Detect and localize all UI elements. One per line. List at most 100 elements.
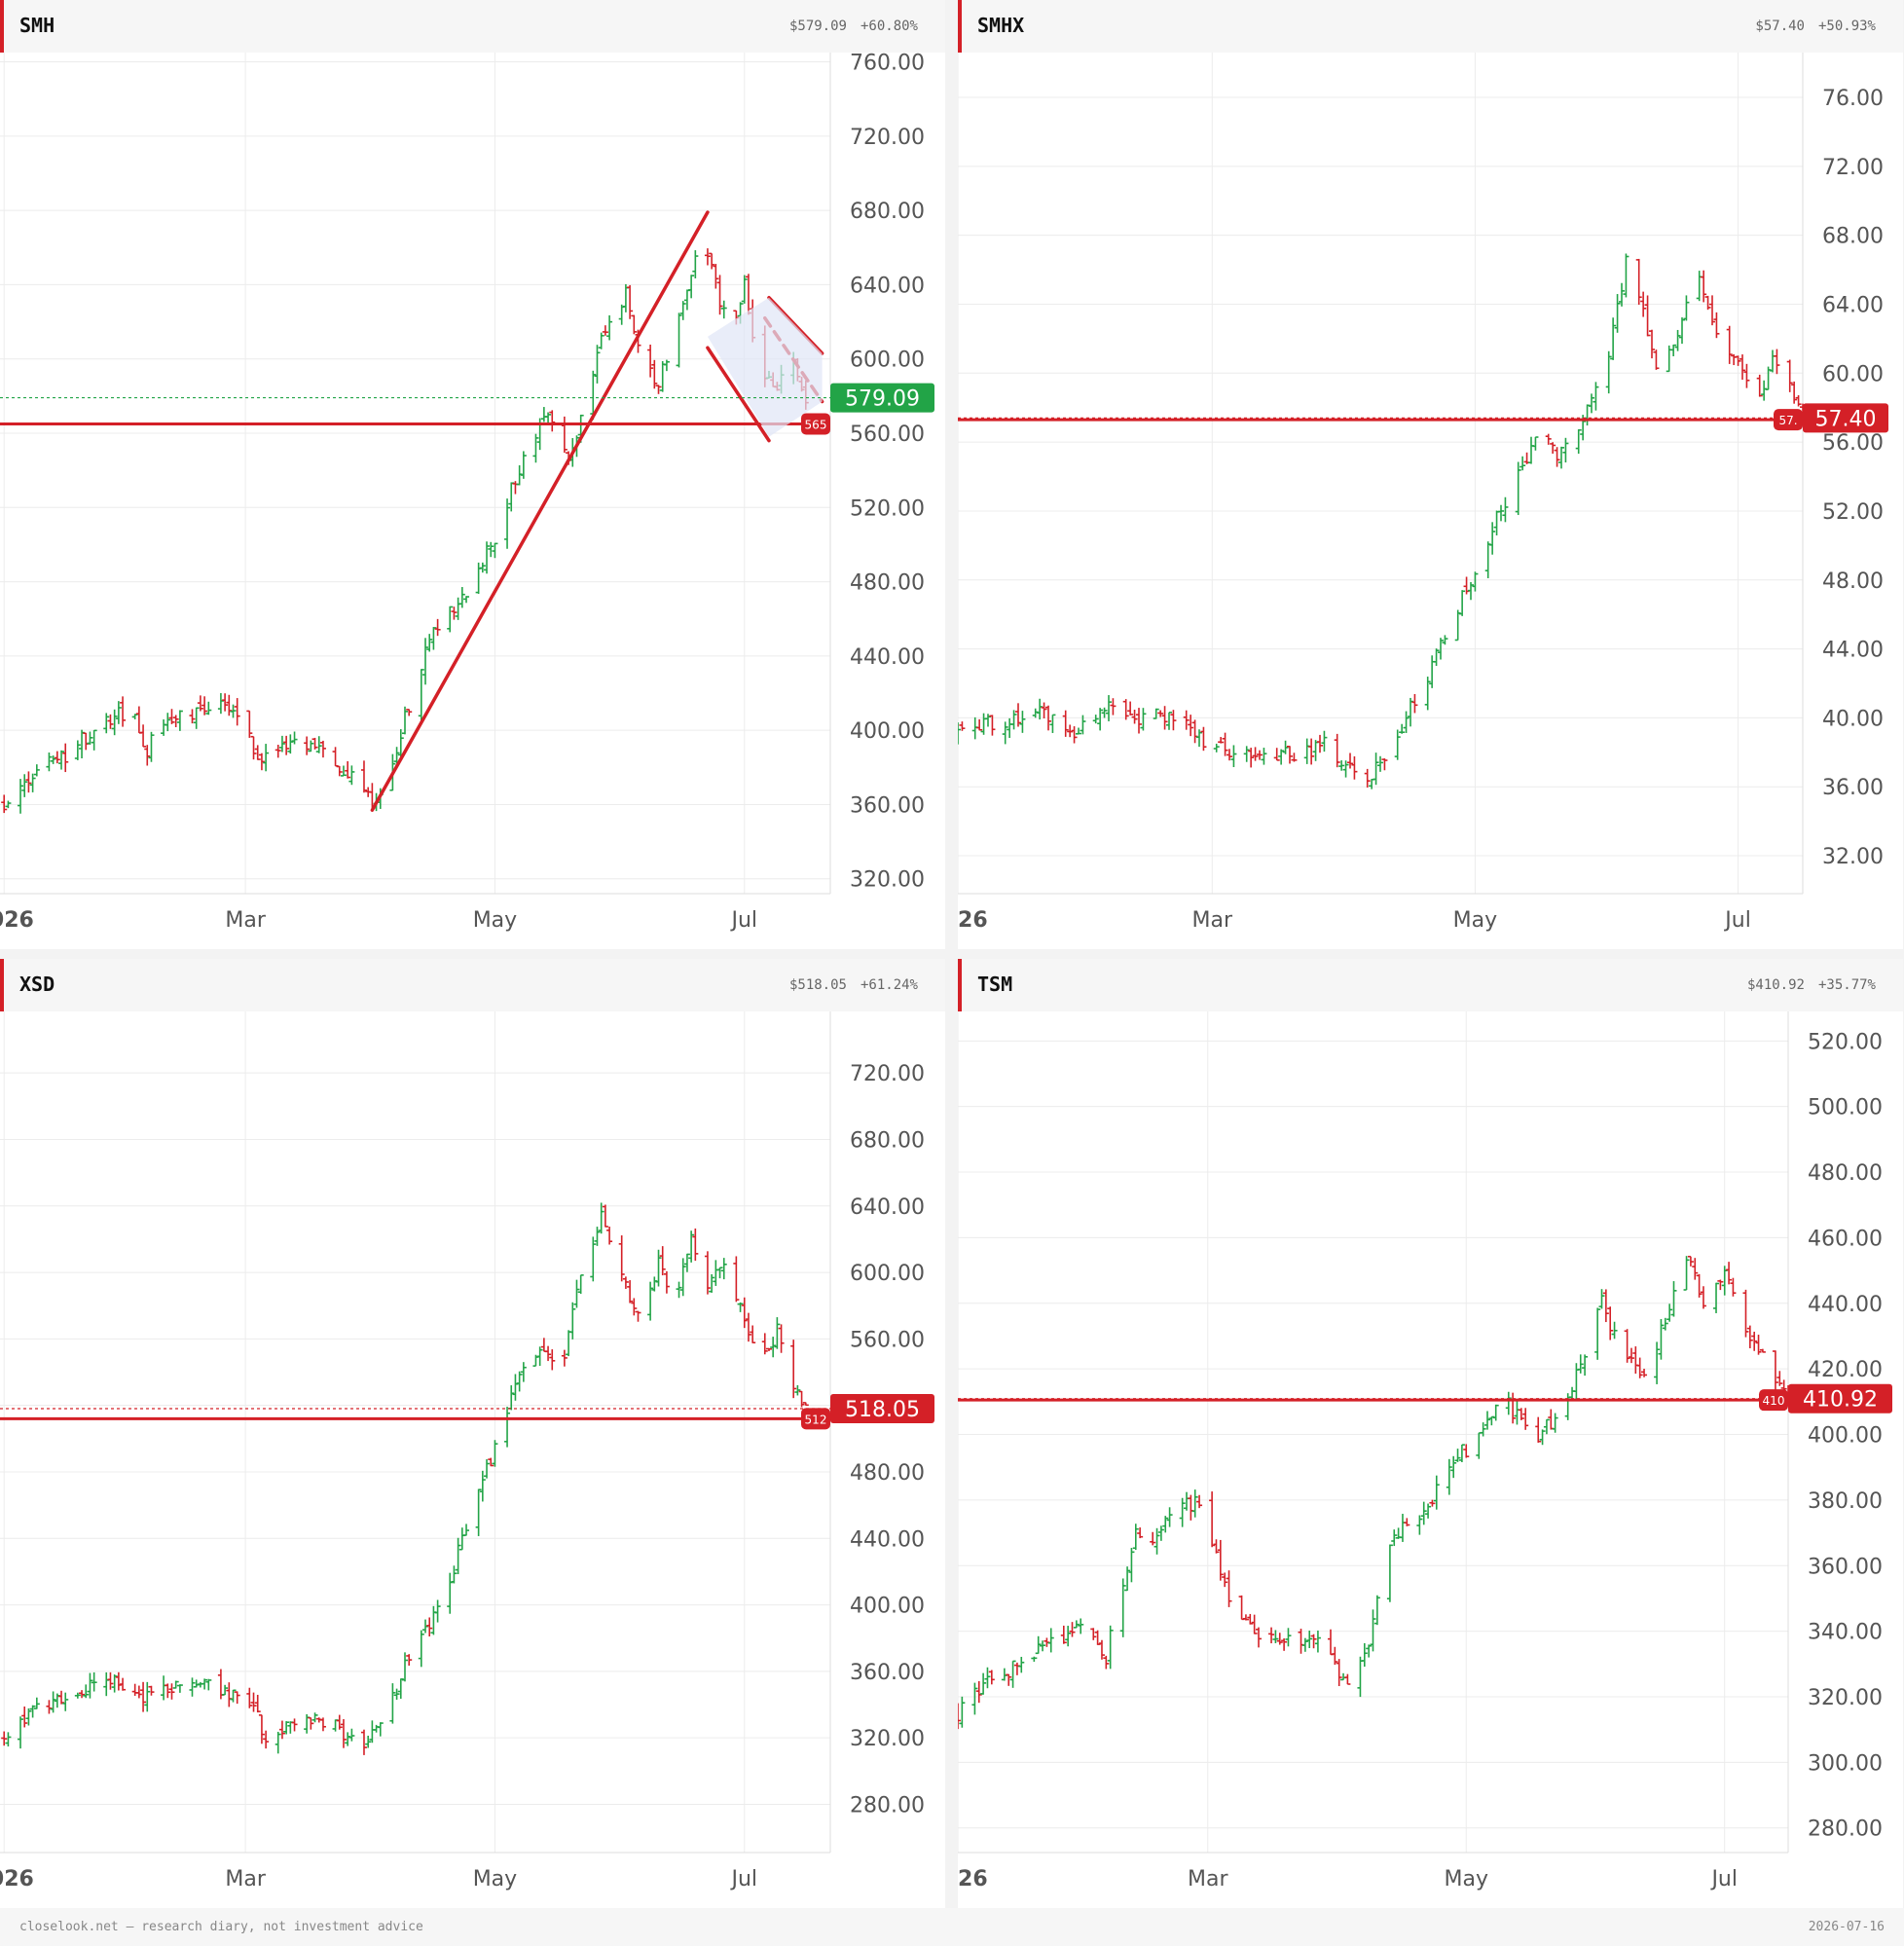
ohlc-bar bbox=[1394, 729, 1401, 760]
ohlc-bar bbox=[1002, 721, 1008, 745]
ohlc-bar bbox=[1696, 1273, 1703, 1298]
ohlc-bar bbox=[1670, 1281, 1677, 1317]
chart-panel-smhx: SMHX $57.40 +50.93% 32.00 36.00 40.00 44.00 4… bbox=[958, 0, 1903, 949]
ohlc-bar bbox=[1751, 1331, 1758, 1351]
ohlc-bar bbox=[709, 252, 715, 270]
ohlc-bar bbox=[985, 714, 991, 727]
ohlc-bar bbox=[291, 731, 298, 745]
ohlc-bar bbox=[741, 1297, 748, 1329]
ohlc-bar bbox=[1317, 734, 1323, 753]
ohlc-bar bbox=[1080, 715, 1086, 735]
ohlc-bar bbox=[263, 1730, 270, 1749]
ohlc-bar bbox=[598, 332, 604, 349]
ohlc-bar bbox=[230, 1689, 237, 1703]
ohlc-bar bbox=[1535, 1416, 1542, 1443]
ohlc-bar bbox=[451, 1565, 458, 1584]
price-chart[interactable]: 320.00 360.00 400.00 440.00 480.00 520.00 560.… bbox=[0, 53, 945, 949]
ohlc-bar bbox=[1157, 1525, 1164, 1541]
y-tick-label: 400.00 bbox=[850, 1595, 925, 1619]
ohlc-bar bbox=[1161, 706, 1168, 730]
panel-change: +50.93% bbox=[1817, 18, 1876, 34]
ohlc-bar bbox=[1662, 1317, 1668, 1331]
ohlc-bar bbox=[332, 747, 339, 767]
ohlc-bar bbox=[275, 745, 281, 758]
ohlc-bar bbox=[205, 701, 212, 716]
ohlc-bar bbox=[135, 1685, 142, 1699]
ohlc-bar bbox=[1373, 753, 1379, 786]
ohlc-bar bbox=[1287, 746, 1293, 764]
ohlc-bar bbox=[1067, 724, 1074, 738]
wedge-highlight bbox=[707, 297, 823, 437]
ohlc-bar bbox=[418, 1630, 424, 1668]
ohlc-bar bbox=[234, 698, 240, 726]
y-tick-label: 300.00 bbox=[1808, 1751, 1883, 1776]
ohlc-bar bbox=[520, 1362, 527, 1382]
ohlc-bar bbox=[1628, 1347, 1634, 1364]
ohlc-bar bbox=[393, 1688, 400, 1701]
ohlc-bar bbox=[1268, 1627, 1275, 1644]
ohlc-bar bbox=[761, 1333, 768, 1355]
y-tick-label: 340.00 bbox=[1808, 1621, 1883, 1645]
ohlc-bar bbox=[426, 634, 433, 652]
ohlc-bar bbox=[135, 706, 142, 734]
ohlc-bar bbox=[1721, 1266, 1728, 1296]
ohlc-bar bbox=[176, 710, 183, 731]
x-tick-label: Mar bbox=[225, 1867, 266, 1891]
x-tick-label: May bbox=[1445, 1867, 1488, 1891]
y-tick-label: 760.00 bbox=[850, 53, 925, 76]
ohlc-bar bbox=[1429, 655, 1436, 688]
ohlc-bar bbox=[1073, 1620, 1080, 1629]
ohlc-bar bbox=[512, 1374, 519, 1401]
ohlc-bar bbox=[1106, 695, 1112, 721]
ohlc-bar bbox=[1332, 1646, 1338, 1666]
ohlc-bar bbox=[1276, 1633, 1283, 1645]
ohlc-bar bbox=[1170, 710, 1177, 731]
ohlc-bar bbox=[1153, 708, 1159, 719]
ohlc-bar bbox=[1127, 701, 1134, 716]
ohlc-bar bbox=[308, 740, 314, 753]
ohlc-bar bbox=[1468, 581, 1474, 601]
ohlc-bar bbox=[688, 1230, 695, 1263]
ohlc-bar bbox=[1704, 295, 1711, 311]
trend-line bbox=[706, 346, 771, 443]
ohlc-bar bbox=[1726, 325, 1733, 364]
ohlc-bar bbox=[131, 1683, 138, 1697]
ohlc-bar bbox=[258, 1714, 265, 1744]
ohlc-bar bbox=[1230, 745, 1237, 767]
x-tick-label: May bbox=[1453, 908, 1497, 933]
ohlc-bar bbox=[197, 1681, 203, 1688]
ohlc-bar bbox=[120, 696, 127, 727]
ohlc-bar bbox=[1743, 363, 1750, 388]
ohlc-bar bbox=[50, 1691, 56, 1713]
price-chart[interactable]: 280.00 320.00 360.00 400.00 440.00 480.00 560.… bbox=[0, 1011, 945, 1908]
ohlc-bar bbox=[688, 275, 695, 299]
ohlc-bar bbox=[54, 751, 60, 764]
ohlc-bar bbox=[447, 606, 454, 633]
price-chart[interactable]: 280.00 300.00 320.00 340.00 360.00 380.00 400.… bbox=[958, 1011, 1903, 1908]
ohlc-bar bbox=[484, 1459, 491, 1479]
ohlc-bar bbox=[451, 606, 458, 620]
ohlc-bar bbox=[1031, 1656, 1038, 1662]
price-chart[interactable]: 32.00 36.00 40.00 44.00 48.00 52.00 56.00 60.00… bbox=[958, 53, 1903, 949]
ohlc-bar bbox=[733, 1256, 740, 1303]
ohlc-bar bbox=[1247, 1613, 1254, 1625]
ohlc-bar bbox=[1191, 719, 1198, 744]
panel-change: +35.77% bbox=[1817, 977, 1876, 993]
ohlc-bar bbox=[1261, 748, 1267, 765]
ohlc-bar bbox=[1344, 1673, 1351, 1685]
ohlc-bar bbox=[516, 464, 523, 486]
ohlc-bar bbox=[1166, 712, 1172, 730]
panel-price: $57.40 bbox=[1755, 18, 1805, 34]
ohlc-bar bbox=[5, 800, 12, 809]
ohlc-bar bbox=[1438, 638, 1444, 660]
ohlc-bar bbox=[532, 433, 539, 463]
ohlc-bar bbox=[1433, 648, 1440, 666]
ohlc-bar bbox=[336, 1714, 343, 1730]
ohlc-bar bbox=[422, 1619, 429, 1634]
ohlc-bar bbox=[287, 734, 294, 754]
footer: closelook.net — research diary, not inve… bbox=[0, 1908, 1904, 1946]
ohlc-bar bbox=[250, 735, 257, 760]
ohlc-bar bbox=[549, 1349, 556, 1371]
ohlc-bar bbox=[1528, 436, 1534, 464]
ohlc-bar bbox=[540, 407, 547, 422]
